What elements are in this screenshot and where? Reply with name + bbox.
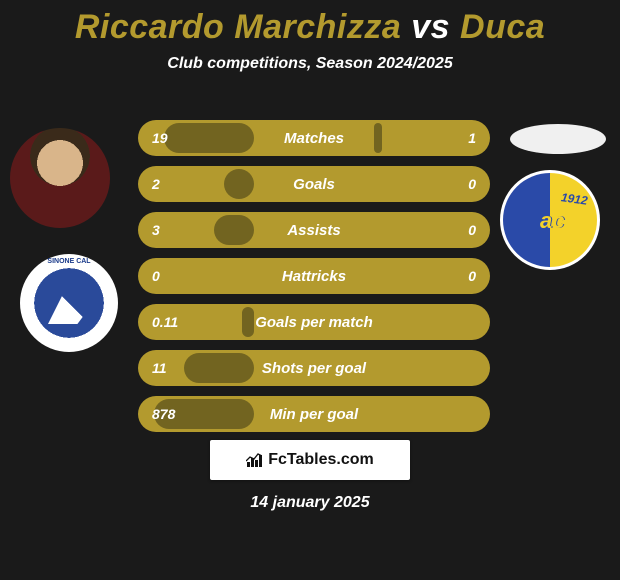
stat-row: 0.11 Goals per match <box>138 304 490 340</box>
stat-value-left: 878 <box>152 406 175 422</box>
crest2-monogram: ac <box>540 208 564 234</box>
stat-value-right: 0 <box>468 268 476 284</box>
stat-pill-left <box>242 307 254 337</box>
stat-pill-left <box>224 169 254 199</box>
generation-date: 14 january 2025 <box>0 494 620 512</box>
stat-value-left: 0 <box>152 268 160 284</box>
stat-value-left: 19 <box>152 130 168 146</box>
player1-club-crest: SINONE CAL <box>20 254 118 352</box>
stat-pill-left <box>184 353 254 383</box>
stat-value-right: 0 <box>468 222 476 238</box>
season-subtitle: Club competitions, Season 2024/2025 <box>0 55 620 73</box>
stat-value-left: 0.11 <box>152 314 178 330</box>
stat-value-left: 2 <box>152 176 160 192</box>
stat-row: 2 Goals 0 <box>138 166 490 202</box>
stat-row: 0 Hattricks 0 <box>138 258 490 294</box>
comparison-title: Riccardo Marchizza vs Duca <box>0 0 620 47</box>
player2-avatar <box>510 124 606 154</box>
stat-value-left: 11 <box>152 360 167 376</box>
stat-label: Shots per goal <box>262 360 366 377</box>
stat-label: Assists <box>287 222 340 239</box>
stat-value-left: 3 <box>152 222 160 238</box>
stat-row: 3 Assists 0 <box>138 212 490 248</box>
stat-pill-left <box>164 123 254 153</box>
crest1-text: SINONE CAL <box>20 258 118 265</box>
stat-rows: 19 Matches 1 2 Goals 0 3 Assists 0 0 Hattricks 0 0.1… <box>138 120 490 442</box>
source-site: FcTables.com <box>268 451 374 469</box>
stat-pill-left <box>214 215 254 245</box>
stat-label: Goals per match <box>255 314 373 331</box>
stat-label: Min per goal <box>270 406 358 423</box>
stat-label: Matches <box>284 130 344 147</box>
player1-name: Riccardo Marchizza <box>75 8 401 46</box>
vs-separator: vs <box>411 8 450 46</box>
chart-icon <box>246 452 262 468</box>
stat-row: 878 Min per goal <box>138 396 490 432</box>
stat-value-right: 1 <box>468 130 476 146</box>
stat-label: Hattricks <box>282 268 346 285</box>
stat-row: 11 Shots per goal <box>138 350 490 386</box>
stat-label: Goals <box>293 176 335 193</box>
stat-pill-right <box>374 123 382 153</box>
stat-row: 19 Matches 1 <box>138 120 490 156</box>
source-badge: FcTables.com <box>210 440 410 480</box>
player1-avatar <box>10 128 110 228</box>
player2-club-crest: ac <box>500 170 600 270</box>
player2-name: Duca <box>460 8 545 46</box>
stat-value-right: 0 <box>468 176 476 192</box>
